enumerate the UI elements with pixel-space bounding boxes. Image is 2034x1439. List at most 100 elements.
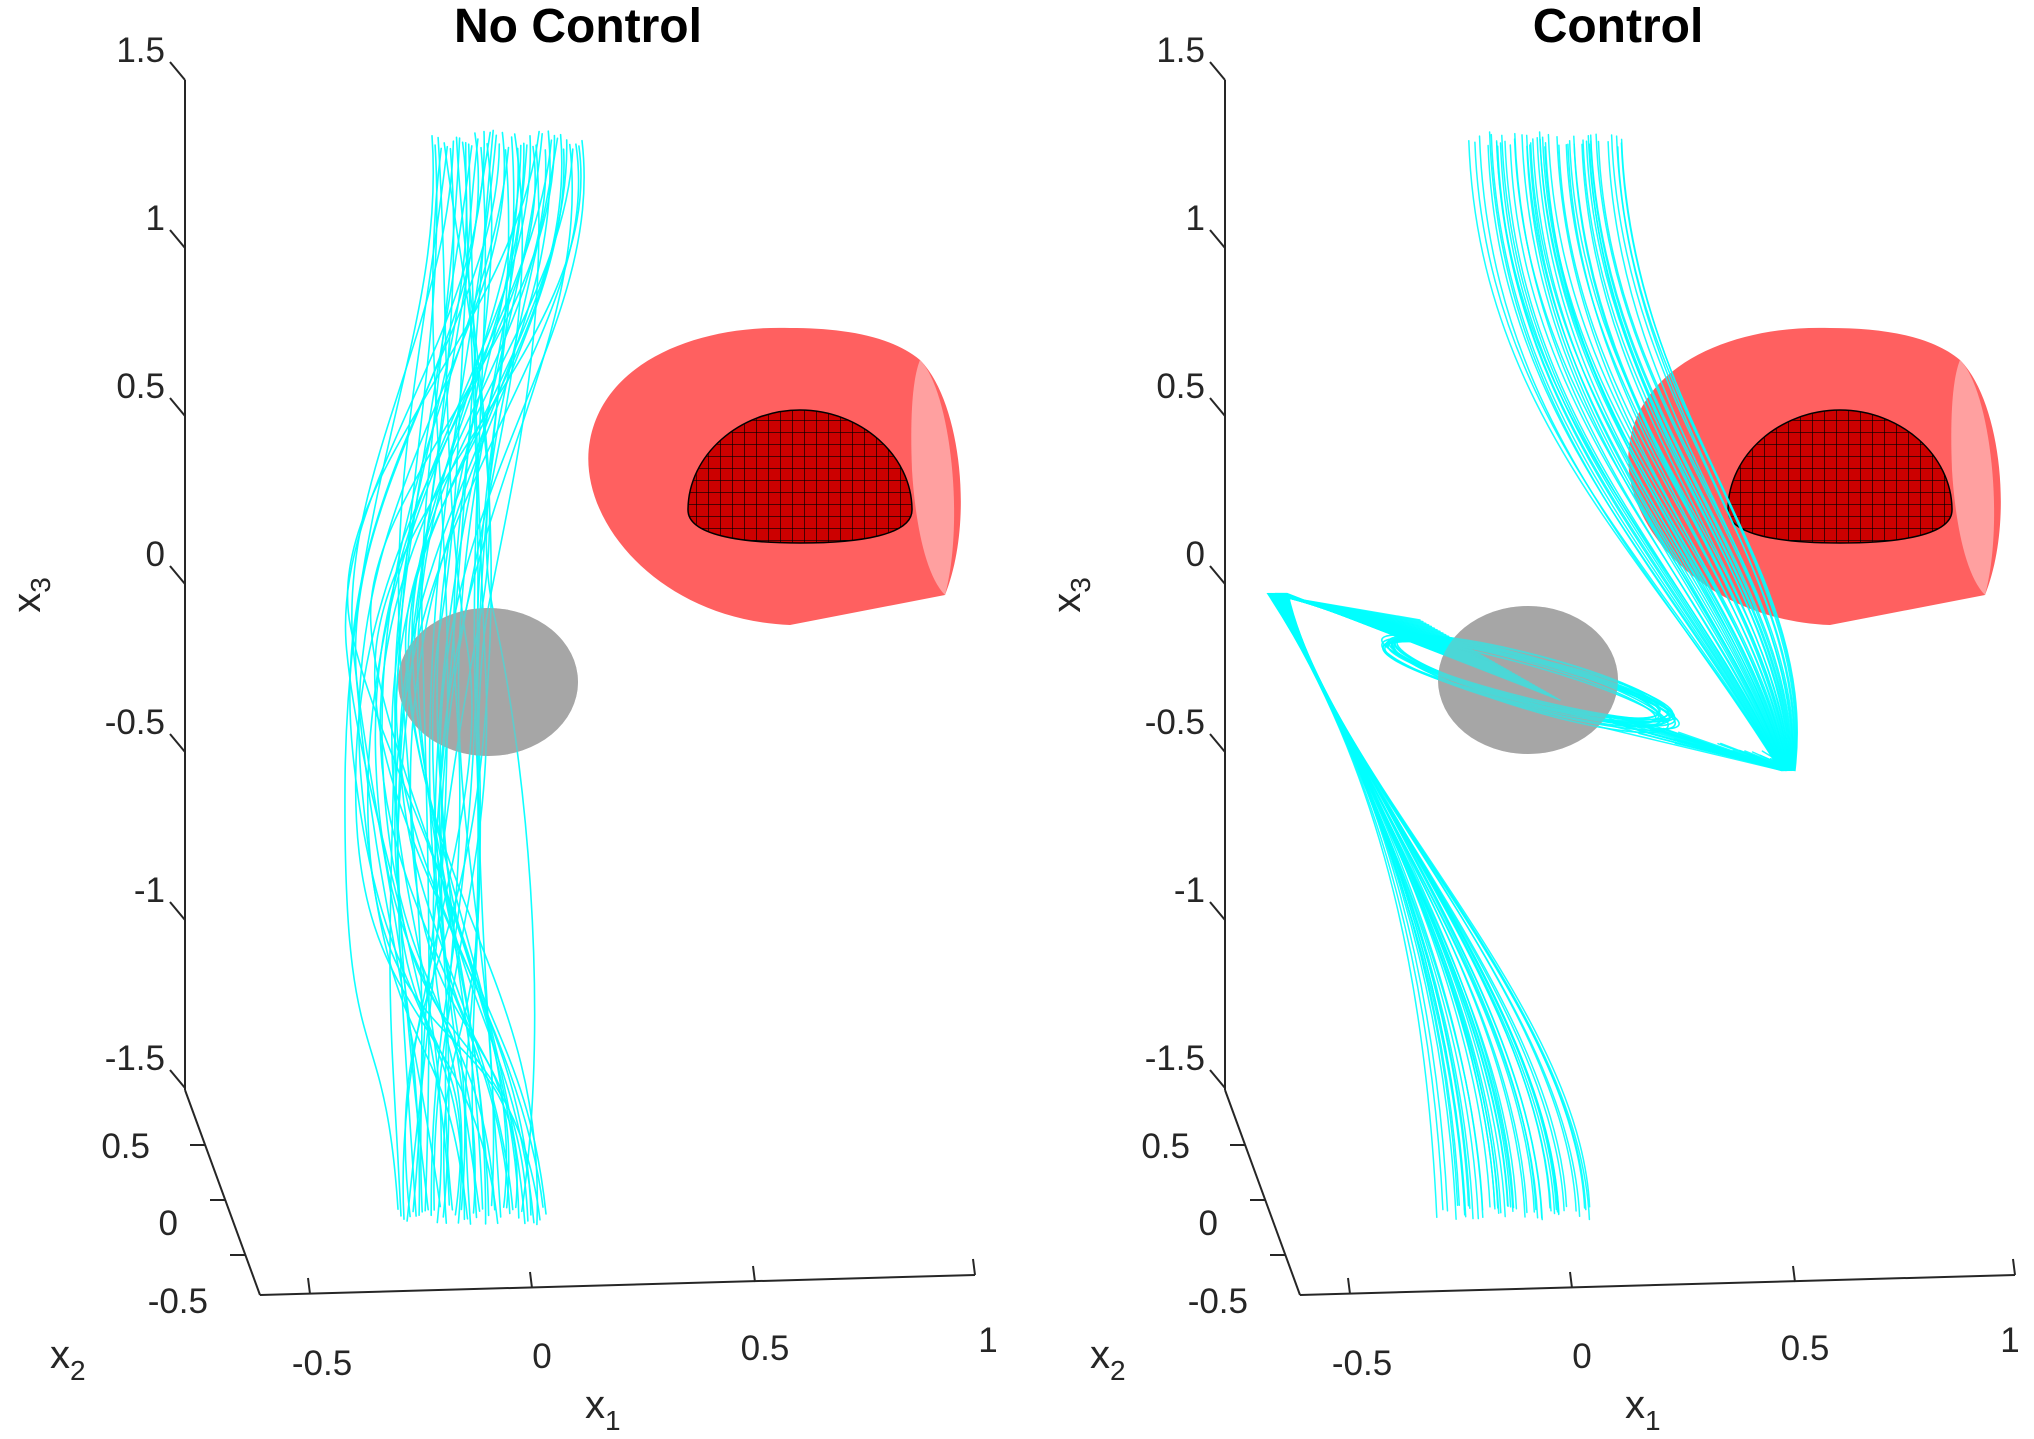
trajectory-line — [1590, 140, 1793, 772]
trajectory-line — [1544, 146, 1790, 772]
trajectory-line — [1582, 139, 1793, 772]
trajectory-line — [1547, 133, 1790, 772]
trajectory-line — [344, 130, 485, 1206]
x-tick-label: 0.5 — [1781, 1329, 1830, 1368]
x-tick-label: -0.5 — [1332, 1344, 1392, 1383]
trajectory-line — [1595, 133, 1794, 772]
trajectory-ring — [1385, 638, 1674, 721]
trajectory-line — [394, 143, 580, 1221]
x-axis-line — [259, 1274, 976, 1296]
trajectory-line — [367, 139, 553, 1209]
x-ticks: -0.5 0 0.5 1 — [1332, 1258, 2020, 1383]
inner-unsafe-hemisphere — [1727, 409, 1953, 544]
obstacle-sphere-overlay — [1438, 606, 1618, 754]
trajectory-line — [1474, 141, 1783, 772]
trajectory-line — [344, 135, 435, 1210]
control-panel: Control 1.5 1 0.5 0 -0.5 -1 -1.5 0.5 0 — [1045, 0, 2020, 1436]
z-tick-label: 1.5 — [1156, 31, 1205, 70]
y-tick-label: 0 — [159, 1204, 178, 1243]
trajectory-line — [357, 131, 506, 1220]
trajectory-line — [1509, 144, 1786, 772]
x-tick-label: 0 — [532, 1337, 551, 1376]
y-tick-label: 0.5 — [1141, 1127, 1190, 1166]
shell-cut-face — [911, 360, 955, 595]
y-tick-label: 0 — [1199, 1204, 1218, 1243]
obstacle-sphere-overlay — [398, 608, 578, 756]
x-tick-label: -0.5 — [292, 1344, 352, 1383]
trajectory-line — [1573, 143, 1791, 772]
trajectory-line — [1617, 146, 1798, 772]
trajectory-line — [1504, 140, 1785, 772]
y-ticks: 0.5 0 -0.5 — [1141, 1127, 1285, 1321]
z-ticks: 1.5 1 0.5 0 -0.5 -1 -1.5 — [1145, 31, 1226, 1089]
trajectory-line — [349, 143, 501, 1221]
x-axis-label: x1 — [585, 1383, 621, 1436]
z-tick-label: -1.5 — [1145, 1039, 1205, 1078]
trajectory-line — [1538, 131, 1789, 772]
z-tick-label: 1 — [146, 199, 165, 238]
z-ticks: 1.5 1 0.5 0 -0.5 -1 -1.5 — [105, 31, 186, 1089]
z-tick-label: -1.5 — [105, 1039, 165, 1078]
x-tick-label: 0.5 — [741, 1329, 790, 1368]
trajectory-line — [1589, 134, 1794, 772]
trajectory-line — [374, 135, 532, 1211]
y-axis-line — [184, 1089, 261, 1296]
y-tick-label: -0.5 — [1188, 1282, 1248, 1321]
trajectory-line — [1529, 142, 1788, 772]
trajectory-line — [1267, 592, 1444, 1211]
trajectory-group — [1266, 131, 1798, 1221]
trajectory-line — [1499, 142, 1784, 772]
trajectory-line — [354, 132, 480, 1208]
trajectory-line — [381, 146, 510, 1214]
inner-unsafe-hemisphere — [687, 409, 913, 544]
trajectory-line — [373, 145, 582, 1208]
z-axis-label: x3 — [1045, 577, 1096, 613]
trajectory-line — [434, 133, 543, 1209]
trajectory-line — [1597, 140, 1795, 772]
trajectory-ring — [1391, 635, 1661, 720]
z-tick-label: -0.5 — [105, 703, 165, 742]
y-axis-label: x2 — [50, 1333, 86, 1386]
x-axis-label: x1 — [1625, 1383, 1661, 1436]
unsafe-region — [588, 327, 961, 625]
x-tick-label: 1 — [2000, 1321, 2019, 1360]
trajectory-line — [1487, 144, 1783, 772]
trajectory-line — [354, 145, 536, 1225]
x-ticks: -0.5 0 0.5 1 — [292, 1258, 998, 1383]
panel-title: No Control — [454, 0, 702, 53]
trajectory-line — [1573, 135, 1791, 772]
trajectory-line — [1286, 592, 1587, 1211]
z-tick-label: 0.5 — [116, 367, 165, 406]
z-tick-label: 0 — [1186, 535, 1205, 574]
trajectory-line — [369, 134, 556, 1219]
no-control-panel: No Control 1.5 1 0.5 0 -0.5 -1 -1.5 — [5, 0, 998, 1436]
z-tick-label: -1 — [1174, 871, 1205, 910]
z-tick-label: 1.5 — [116, 31, 165, 70]
trajectory-line — [1525, 134, 1787, 772]
x-tick-label: 1 — [978, 1321, 997, 1360]
z-axis-label: x3 — [5, 577, 56, 613]
trajectory-line — [1585, 140, 1793, 771]
z-tick-label: -1 — [134, 871, 165, 910]
trajectory-line — [1539, 138, 1789, 772]
y-axis-label: x2 — [1090, 1333, 1126, 1386]
y-axis-line — [1224, 1089, 1301, 1296]
trajectory-line — [1468, 140, 1782, 772]
z-tick-label: 1 — [1186, 199, 1205, 238]
trajectory-line — [1495, 141, 1785, 772]
z-tick-label: 0 — [146, 535, 165, 574]
trajectory-line — [1513, 138, 1787, 772]
trajectory-line — [1490, 133, 1783, 772]
trajectory-line — [1558, 144, 1791, 772]
trajectory-line — [1610, 134, 1796, 772]
shell-cut-face — [1951, 360, 1995, 595]
x-tick-label: 0 — [1572, 1337, 1591, 1376]
trajectory-line — [409, 148, 565, 1222]
z-tick-label: 0.5 — [1156, 367, 1205, 406]
y-ticks: 0.5 0 -0.5 — [101, 1127, 245, 1321]
x-axis-line — [1299, 1274, 2016, 1296]
y-tick-label: -0.5 — [148, 1282, 208, 1321]
trajectory-line — [1565, 143, 1791, 772]
y-tick-label: 0.5 — [101, 1127, 150, 1166]
